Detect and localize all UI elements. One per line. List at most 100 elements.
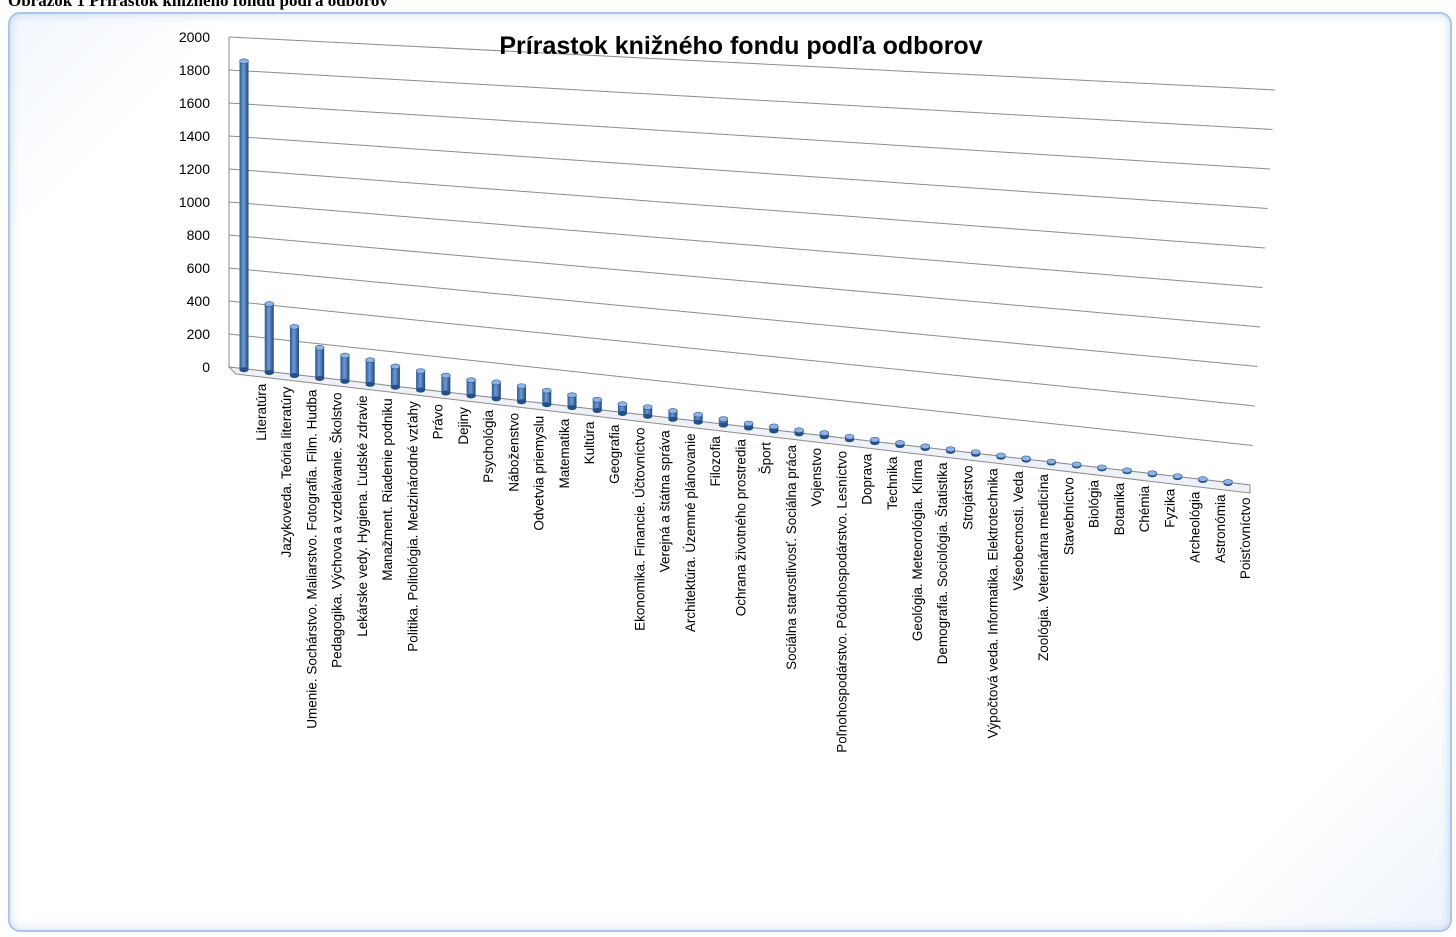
bar-top — [1046, 458, 1057, 465]
gridline — [228, 69, 1273, 130]
bar — [743, 420, 754, 431]
bar-top — [1223, 479, 1233, 485]
chart-title: Prírastok knižného fondu podľa odborov — [499, 32, 982, 60]
x-tick-label: Lekárske vedy. Hygiena. Ľudské zdravie — [355, 395, 370, 636]
bar-body — [517, 386, 527, 402]
bar-base — [289, 373, 299, 379]
bar-body — [441, 375, 451, 394]
bar-top — [466, 377, 476, 383]
bar-body — [643, 407, 653, 417]
x-tick-label: Chémia — [1137, 485, 1152, 532]
bar-top — [1021, 455, 1031, 462]
bar-top — [794, 427, 804, 433]
x-tick-label: Sociálna starostlivosť. Sociálna práca — [784, 444, 799, 669]
bar-body — [617, 404, 627, 414]
bar — [491, 379, 502, 402]
bar — [441, 372, 451, 396]
floor-plane — [227, 366, 1251, 494]
bar-top — [592, 396, 603, 403]
bar — [592, 396, 603, 414]
bar — [567, 392, 577, 411]
bar — [642, 404, 653, 419]
bar-body — [491, 382, 501, 399]
gridline — [228, 102, 1271, 170]
figure-caption: Obrázok 1 Prírastok knižného fondu podľa… — [8, 0, 388, 10]
x-tick-label: Odvetvia priemyslu — [532, 416, 547, 531]
x-tick-label: Archeológia — [1188, 491, 1203, 563]
bar — [516, 383, 527, 405]
x-tick-label: Umenie. Sochárstvo. Maliarstvo. Fotograf… — [304, 389, 319, 729]
bar-base — [718, 422, 728, 428]
bar-top — [314, 344, 325, 351]
bar-body — [567, 395, 577, 408]
bar — [340, 352, 350, 384]
bar — [844, 433, 855, 443]
bar — [1223, 479, 1233, 486]
bar-base — [693, 419, 703, 425]
bar-base — [668, 416, 678, 422]
bar-top — [491, 379, 502, 386]
bar — [289, 323, 300, 379]
bar-top — [441, 372, 451, 379]
bar-top — [693, 411, 703, 418]
x-tick-label: Stavebníctvo — [1061, 477, 1076, 555]
bar-body — [592, 399, 602, 411]
bar-body — [264, 304, 274, 373]
bar-top — [920, 443, 931, 450]
bar-base — [264, 370, 274, 376]
bar-base — [441, 390, 451, 396]
x-tick-label: Všeobecnosti. Veda — [1011, 471, 1026, 591]
y-tick-label: 1600 — [179, 95, 210, 111]
x-tick-label: Ochrana životného prostredia — [733, 439, 748, 617]
gridline — [228, 135, 1268, 209]
bar-top — [415, 368, 426, 374]
x-tick-label: Manažment. Riadenie podniku — [380, 398, 395, 580]
x-tick-label: Literatúra — [254, 383, 269, 441]
x-tick-label: Dejiny — [456, 407, 471, 445]
bar-base — [542, 402, 552, 408]
x-tick-label: Architektúra. Územné plánovanie — [683, 433, 698, 632]
bar-body — [315, 347, 325, 379]
x-tick-label: Psychológia — [481, 409, 496, 482]
bar-body — [542, 390, 552, 405]
x-tick-label: Matematika — [557, 418, 572, 488]
bar-base — [567, 405, 577, 411]
bar-base — [315, 375, 325, 381]
y-tick-label: 0 — [202, 359, 210, 375]
bar — [415, 368, 426, 393]
bar-body — [718, 419, 728, 426]
bar-top — [264, 301, 275, 307]
bar — [996, 452, 1006, 460]
x-tick-label: Vojenstvo — [809, 448, 824, 507]
bar — [617, 401, 628, 416]
x-tick-label: Náboženstvo — [506, 413, 521, 492]
bar-base — [416, 387, 426, 393]
bar-top — [895, 440, 905, 446]
bar — [794, 427, 804, 437]
x-tick-label: Poľnohospodárstvo. Pôdohospodárstvo. Les… — [834, 451, 849, 753]
y-axis-ticks: 0 200 400 600 800 1000 1200 1400 1600 1800 2000 — [179, 29, 210, 375]
bar — [541, 387, 552, 408]
bar-base — [239, 367, 249, 373]
gridline — [228, 234, 1261, 328]
bar — [895, 440, 905, 449]
x-tick-label: Poisťovníctvo — [1238, 497, 1253, 579]
bar-top — [340, 352, 350, 359]
bar — [718, 416, 729, 428]
x-tick-label: Strojárstvo — [960, 465, 975, 530]
y-tick-label: 800 — [187, 227, 211, 243]
x-tick-label: Kultúra — [582, 421, 597, 464]
x-tick-label: Technika — [885, 456, 900, 510]
gridline — [228, 267, 1258, 367]
bar — [1021, 455, 1031, 463]
bar-top — [668, 408, 678, 414]
bar-top — [617, 401, 628, 408]
x-tick-label: Verejná a štátna správa — [658, 430, 673, 572]
bar-base — [592, 408, 602, 414]
bar — [314, 344, 325, 381]
bar-body — [289, 326, 299, 376]
x-tick-label: Astronómia — [1213, 494, 1228, 563]
bar-top — [769, 423, 779, 430]
bar-top — [642, 404, 653, 410]
bar-top — [1071, 461, 1082, 468]
